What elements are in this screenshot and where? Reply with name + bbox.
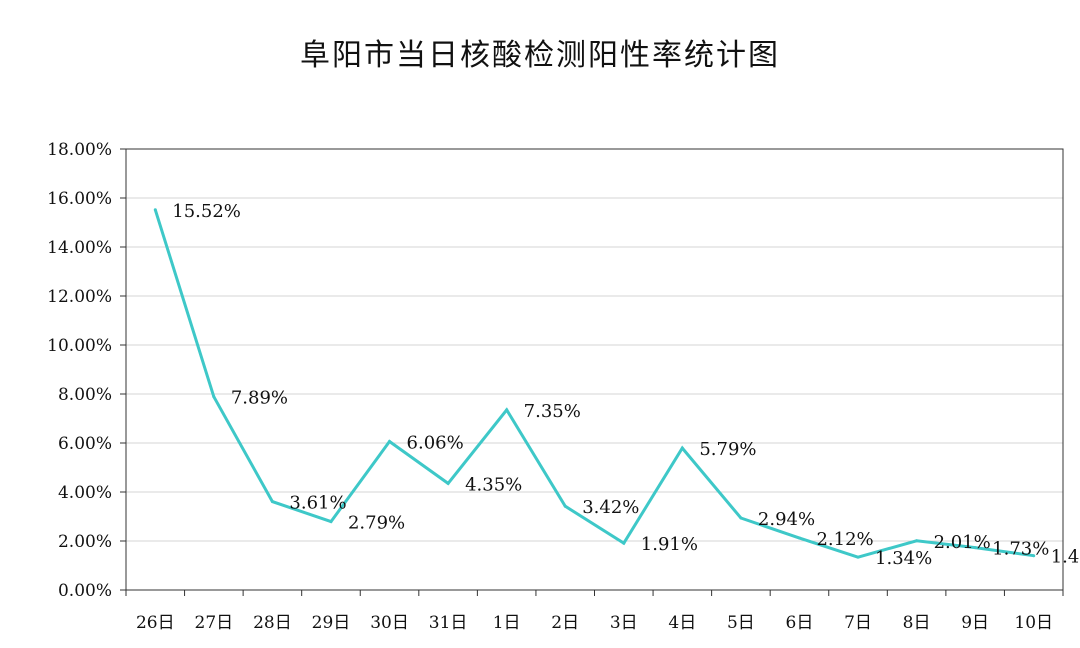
y-tick-label: 10.00% — [47, 336, 112, 356]
data-point — [915, 539, 919, 543]
data-point — [270, 500, 274, 504]
data-point — [622, 541, 626, 545]
y-tick-label: 18.00% — [47, 140, 112, 160]
x-tick-label: 7日 — [844, 613, 872, 633]
data-label: 1.34% — [875, 548, 932, 569]
data-point — [563, 504, 567, 508]
data-label: 3.61% — [289, 493, 346, 514]
x-axis-ticks: 26日 27日 28日 29日 30日 31日 1日 2日 3日 4日 5日 6日 7日 8日 9日 10日 — [125, 590, 1064, 633]
data-label: 15.52% — [172, 201, 241, 222]
x-tick-label: 29日 — [312, 613, 351, 633]
data-point — [329, 520, 333, 524]
x-tick-label: 10日 — [1014, 613, 1053, 633]
y-tick-label: 4.00% — [58, 483, 112, 503]
data-label: 2.12% — [816, 529, 873, 550]
series-line — [153, 209, 1034, 559]
data-point — [973, 546, 977, 550]
data-label: 1.91% — [641, 534, 698, 555]
y-tick-label: 8.00% — [58, 385, 112, 405]
data-label: 7.35% — [524, 401, 581, 422]
data-point — [797, 536, 801, 540]
x-tick-label: 1日 — [493, 613, 521, 633]
x-tick-label: 2日 — [551, 613, 579, 633]
data-label: 2.94% — [758, 509, 815, 530]
x-tick-label: 5日 — [727, 613, 755, 633]
y-tick-label: 14.00% — [47, 238, 112, 258]
data-point — [153, 208, 157, 212]
data-label: 4.35% — [465, 474, 522, 495]
data-point — [680, 446, 684, 450]
series-layer — [153, 208, 1036, 559]
y-tick-label: 0.00% — [58, 581, 112, 601]
data-label: 2.79% — [348, 513, 405, 534]
y-tick-label: 16.00% — [47, 189, 112, 209]
data-point — [856, 555, 860, 559]
y-tick-label: 12.00% — [47, 287, 112, 307]
x-tick-label: 6日 — [786, 613, 814, 633]
data-point — [1032, 554, 1036, 558]
data-label: 6.06% — [407, 433, 464, 454]
y-tick-label: 6.00% — [58, 434, 112, 454]
y-axis-ticks: 0.00% 2.00% 4.00% 6.00% 8.00% 10.00% 12.00% 14.… — [47, 140, 126, 601]
data-label: 1.40% — [1051, 547, 1080, 568]
data-point — [388, 440, 392, 444]
x-tick-label: 27日 — [195, 613, 234, 633]
data-point — [739, 516, 743, 520]
data-label: 1.73% — [992, 539, 1049, 560]
data-labels: 15.52% 7.89% 3.61%2.79% 6.06%4.35% 7.35% 3.42… — [172, 201, 1080, 569]
data-label: 7.89% — [231, 388, 288, 409]
x-tick-label: 26日 — [136, 613, 175, 633]
gridlines — [126, 197, 1063, 542]
data-label: 3.42% — [582, 497, 639, 518]
chart-title: 阜阳市当日核酸检测阳性率统计图 — [300, 38, 780, 73]
data-label: 5.79% — [699, 439, 756, 460]
x-tick-label: 8日 — [903, 613, 931, 633]
x-tick-label: 3日 — [610, 613, 638, 633]
x-tick-label: 28日 — [253, 613, 292, 633]
x-tick-label: 30日 — [370, 613, 409, 633]
data-label: 2.01% — [934, 532, 991, 553]
x-tick-label: 4日 — [668, 613, 696, 633]
x-tick-label: 31日 — [429, 613, 468, 633]
data-point — [446, 481, 450, 485]
data-point — [505, 408, 509, 412]
data-point — [212, 395, 216, 399]
y-tick-label: 2.00% — [58, 532, 112, 552]
x-tick-label: 9日 — [961, 613, 989, 633]
